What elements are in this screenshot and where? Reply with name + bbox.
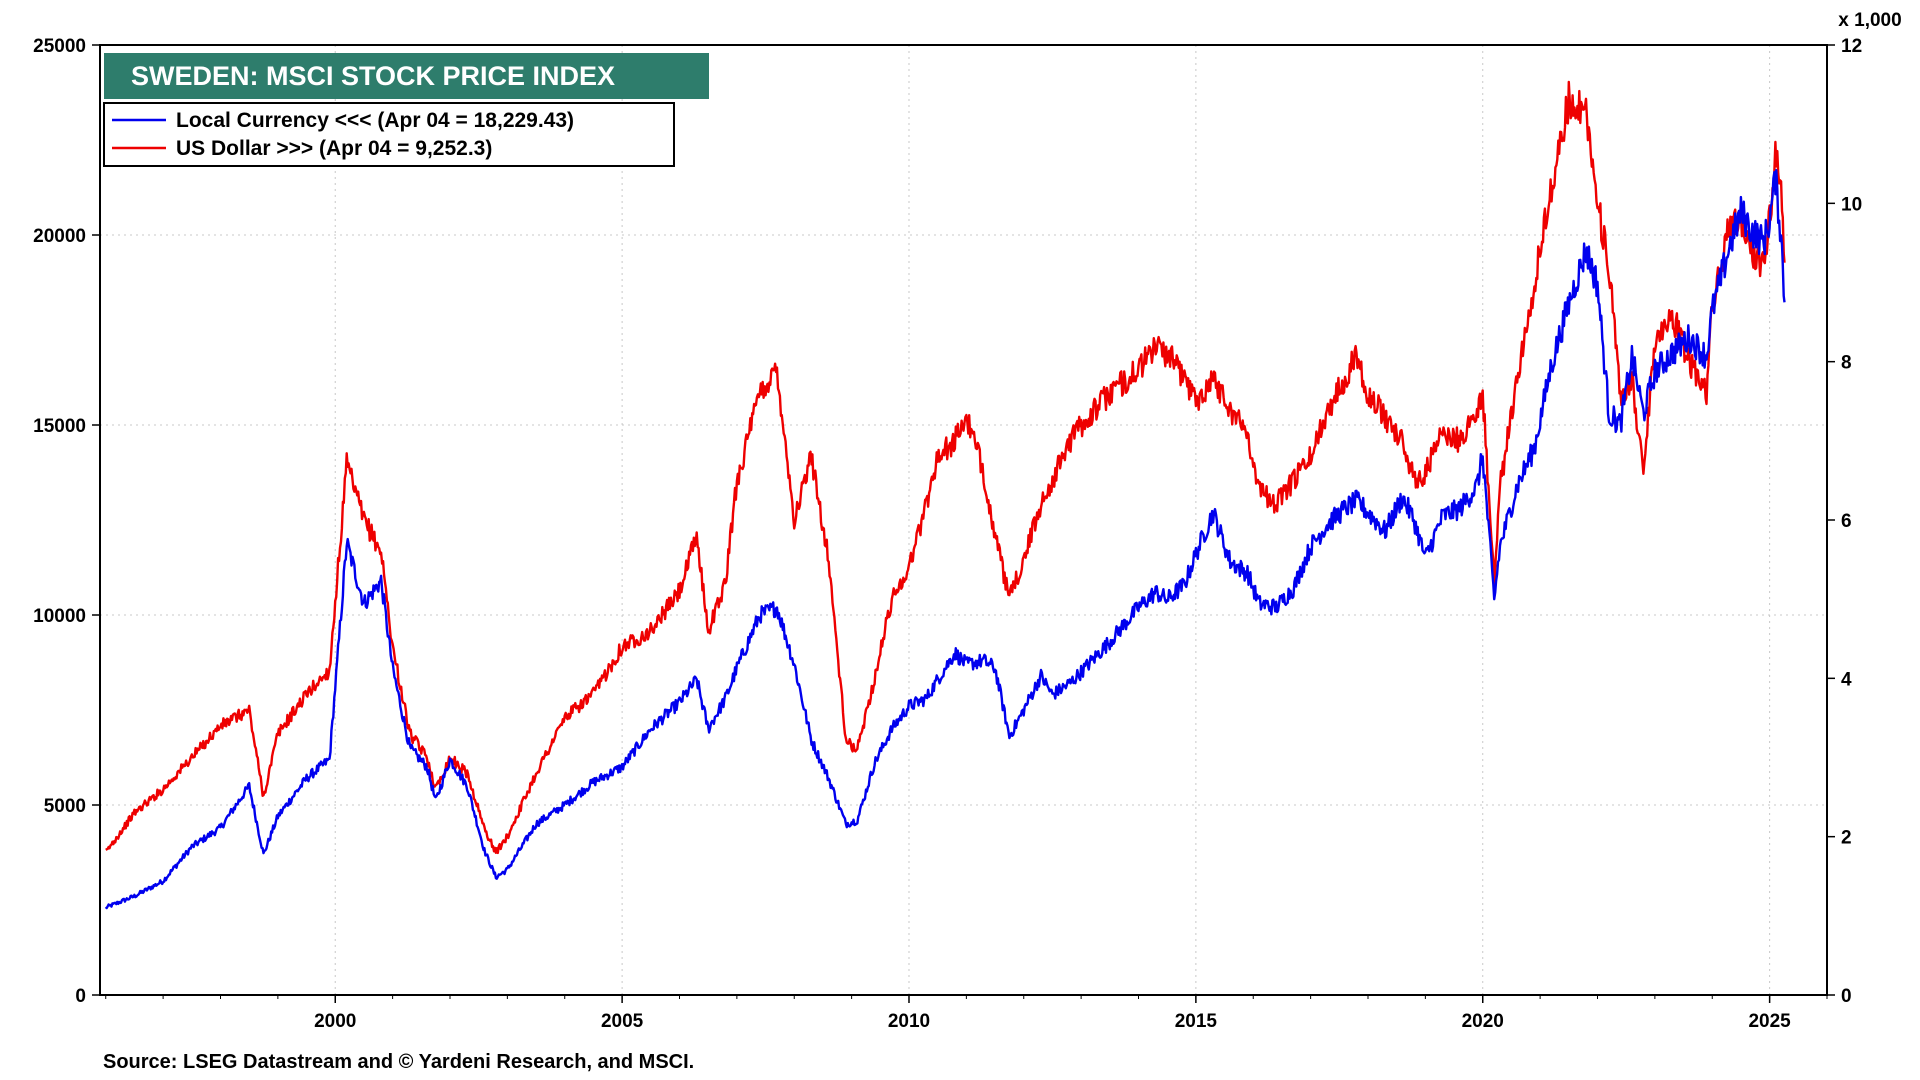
series-line-local-currency <box>104 168 1786 910</box>
y-left-tick-label: 25000 <box>33 36 86 57</box>
source-note: Source: LSEG Datastream and © Yardeni Re… <box>103 1051 694 1073</box>
right-axis-unit-label: x 1,000 <box>1838 10 1901 31</box>
y-right-tick-label: 12 <box>1841 36 1862 57</box>
series-layer <box>104 80 1786 910</box>
y-left-tick-label: 5000 <box>44 796 86 817</box>
x-tick-label: 2020 <box>1462 1011 1504 1032</box>
y-left-tick-label: 0 <box>75 986 86 1007</box>
y-right-tick-label: 4 <box>1841 669 1852 690</box>
x-tick-label: 2010 <box>888 1011 930 1032</box>
x-axis: 2000 2005 2010 2015 2020 2025 <box>105 995 1828 1032</box>
x-tick-label: 2015 <box>1175 1011 1218 1032</box>
chart-title: SWEDEN: MSCI STOCK PRICE INDEX <box>131 61 615 91</box>
chart-title-box: SWEDEN: MSCI STOCK PRICE INDEX <box>104 53 709 99</box>
y-left-tick-label: 15000 <box>33 416 86 437</box>
x-tick-label: 2000 <box>314 1011 356 1032</box>
gridlines <box>100 45 1827 995</box>
y-axis-left: 0 5000 10000 15000 20000 25000 <box>33 36 100 1007</box>
y-right-tick-label: 6 <box>1841 511 1852 532</box>
x-tick-label: 2005 <box>601 1011 644 1032</box>
y-right-tick-label: 2 <box>1841 828 1852 849</box>
x-tick-label: 2025 <box>1748 1011 1791 1032</box>
y-left-tick-label: 10000 <box>33 606 86 627</box>
y-left-tick-label: 20000 <box>33 226 86 247</box>
series-line-us-dollar <box>105 80 1786 855</box>
y-axis-right: 0 2 4 6 8 10 12 <box>1827 36 1862 1007</box>
legend: Local Currency <<< (Apr 04 = 18,229.43) … <box>103 102 675 167</box>
y-right-tick-label: 0 <box>1841 986 1852 1007</box>
y-right-tick-label: 8 <box>1841 353 1852 374</box>
y-right-tick-label: 10 <box>1841 194 1862 215</box>
legend-label-local-currency: Local Currency <<< (Apr 04 = 18,229.43) <box>176 109 574 132</box>
legend-label-us-dollar: US Dollar >>> (Apr 04 = 9,252.3) <box>176 137 492 160</box>
